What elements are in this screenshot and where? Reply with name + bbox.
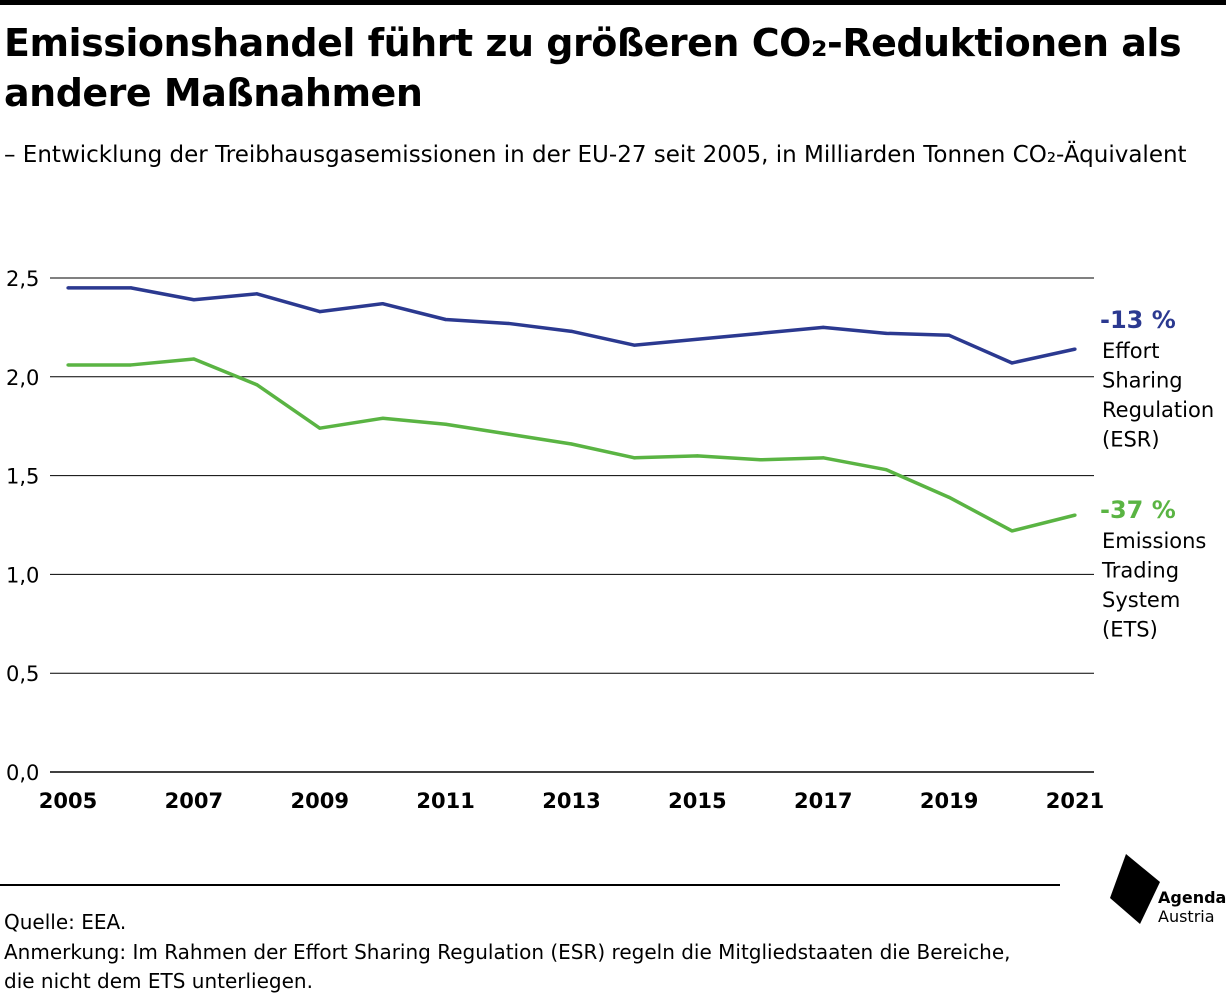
chart-title: Emissionshandel führt zu größeren CO₂-Re… (4, 21, 1182, 115)
x-tick-label: 2005 (39, 789, 97, 813)
logo-text: Agenda Austria (1158, 888, 1226, 926)
data-point-ets (758, 458, 762, 462)
series-label-esr: (ESR) (1102, 428, 1160, 452)
data-point-ets (947, 495, 951, 499)
data-point-esr (381, 302, 385, 306)
x-tick-label: 2019 (920, 789, 978, 813)
data-point-ets (632, 456, 637, 460)
data-point-ets (506, 432, 511, 436)
data-point-ets (1010, 529, 1014, 533)
data-point-ets (444, 422, 448, 426)
data-point-esr (884, 331, 888, 335)
y-tick-label: 1,0 (6, 563, 39, 587)
data-point-ets (695, 454, 699, 458)
data-point-esr (569, 329, 574, 333)
chart-subtitle: – Entwicklung der Treibhausgasemissionen… (4, 142, 1187, 168)
data-point-esr (506, 321, 511, 326)
data-point-esr (821, 325, 825, 329)
data-point-ets (884, 468, 888, 472)
y-tick-label: 1,5 (6, 465, 39, 489)
data-point-ets (318, 426, 322, 430)
y-tick-label: 2,0 (6, 366, 39, 390)
x-tick-label: 2007 (165, 789, 223, 813)
data-point-ets (129, 363, 133, 367)
logo-line-1: Agenda (1158, 888, 1226, 907)
data-point-esr (632, 343, 637, 347)
y-tick-label: 2,5 (6, 267, 39, 291)
x-tick-label: 2015 (668, 789, 726, 813)
x-tick-label: 2009 (291, 789, 349, 813)
series-change-ets: -37 % (1100, 496, 1176, 524)
data-point-esr (318, 309, 322, 314)
data-point-esr (255, 292, 259, 296)
series-label-ets: Trading (1101, 559, 1179, 583)
series-line-esr (68, 286, 1076, 365)
x-tick-label: 2011 (416, 789, 474, 813)
data-point-esr (1010, 361, 1014, 365)
data-point-esr (758, 331, 762, 335)
series-change-esr: -13 % (1100, 306, 1176, 334)
data-point-esr (129, 286, 133, 290)
data-point-ets (381, 416, 385, 420)
series-label-ets: System (1102, 588, 1180, 612)
data-point-esr (695, 337, 699, 341)
data-point-ets (569, 442, 574, 446)
data-point-esr (66, 286, 70, 290)
data-point-ets (821, 456, 825, 460)
data-point-esr (947, 333, 951, 337)
data-point-esr (1073, 347, 1077, 351)
data-point-esr (192, 298, 196, 302)
logo-line-2: Austria (1158, 907, 1215, 926)
source-text: Quelle: EEA. (4, 910, 127, 934)
data-point-ets (1073, 513, 1077, 517)
series-label-ets: Emissions (1102, 529, 1206, 553)
x-tick-label: 2021 (1046, 789, 1104, 813)
data-point-ets (66, 363, 70, 367)
x-tick-label: 2017 (794, 789, 852, 813)
series-label-esr: Regulation (1102, 398, 1214, 422)
top-rule (0, 0, 1226, 5)
y-tick-label: 0,5 (6, 662, 39, 686)
bottom-rule (0, 884, 1060, 886)
data-point-ets (255, 383, 259, 387)
note-text: Anmerkung: Im Rahmen der Effort Sharing … (4, 940, 1011, 993)
agenda-austria-logo-icon (1110, 854, 1160, 924)
x-tick-label: 2013 (542, 789, 600, 813)
data-point-ets (192, 357, 196, 361)
data-point-esr (444, 317, 448, 322)
series-label-esr: Sharing (1102, 369, 1183, 393)
series-label-ets: (ETS) (1102, 618, 1158, 642)
series-label-esr: Effort (1102, 339, 1159, 363)
y-tick-label: 0,0 (6, 761, 39, 785)
